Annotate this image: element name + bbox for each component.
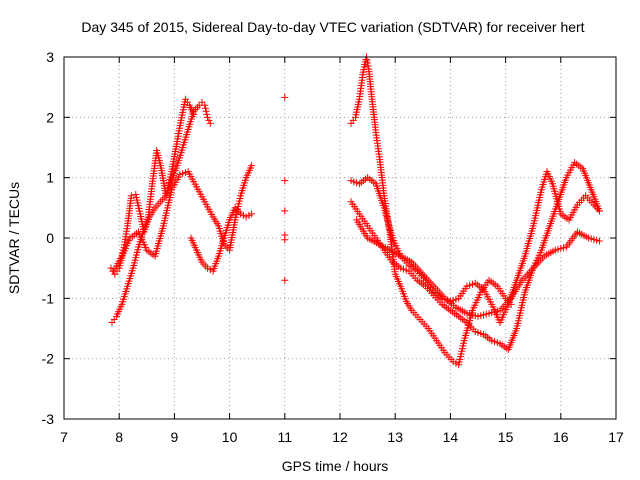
y-tick-label: 1 [46, 170, 54, 186]
y-tick-label: 0 [46, 230, 54, 246]
series-group [110, 162, 256, 275]
data-point-marker [248, 210, 256, 218]
series-group [107, 95, 198, 278]
y-tick-label: -1 [42, 290, 55, 306]
data-point-marker [201, 101, 209, 109]
data-point-marker [364, 59, 372, 67]
chart-title: Day 345 of 2015, Sidereal Day-to-day VTE… [81, 19, 584, 35]
y-tick-label: -2 [42, 351, 55, 367]
data-point-marker [205, 116, 213, 124]
x-tick-label: 16 [553, 429, 569, 445]
data-point-marker [364, 62, 372, 70]
x-tick-label: 13 [387, 429, 403, 445]
x-tick-label: 14 [443, 429, 459, 445]
data-point-marker [281, 236, 289, 244]
data-point-marker [202, 107, 210, 115]
data-point-marker [281, 93, 289, 101]
x-axis-label: GPS time / hours [282, 458, 389, 474]
series-group [353, 216, 603, 320]
series-group [347, 53, 515, 369]
grid [64, 57, 616, 419]
x-tick-label: 17 [608, 429, 624, 445]
data-point-marker [206, 119, 214, 127]
series-group [187, 204, 256, 275]
x-tick-label: 12 [332, 429, 348, 445]
x-tick-label: 7 [60, 429, 68, 445]
x-tick-label: 9 [171, 429, 179, 445]
y-tick-label: 2 [46, 109, 54, 125]
data-point-marker [281, 276, 289, 284]
data-point-marker [127, 192, 135, 200]
data-point-marker [203, 110, 211, 118]
data-points [107, 53, 603, 369]
series-group [108, 98, 214, 326]
data-point-marker [595, 207, 603, 215]
x-tick-label: 11 [278, 429, 293, 445]
data-point-marker [201, 104, 209, 112]
y-axis-label: SDTVAR / TECUs [6, 182, 22, 294]
data-point-marker [248, 162, 256, 170]
data-point-marker [281, 207, 289, 215]
series-group [347, 159, 603, 354]
series-group [281, 93, 289, 284]
data-point-marker [363, 56, 371, 64]
x-tick-label: 10 [222, 429, 238, 445]
y-tick-label: -3 [42, 411, 55, 427]
y-tick-label: 3 [46, 49, 54, 65]
data-point-marker [595, 237, 603, 245]
data-point-marker [190, 110, 198, 118]
x-tick-label: 8 [115, 429, 123, 445]
data-point-marker [281, 177, 289, 185]
x-tick-label: 15 [498, 429, 514, 445]
data-point-marker [204, 113, 212, 121]
